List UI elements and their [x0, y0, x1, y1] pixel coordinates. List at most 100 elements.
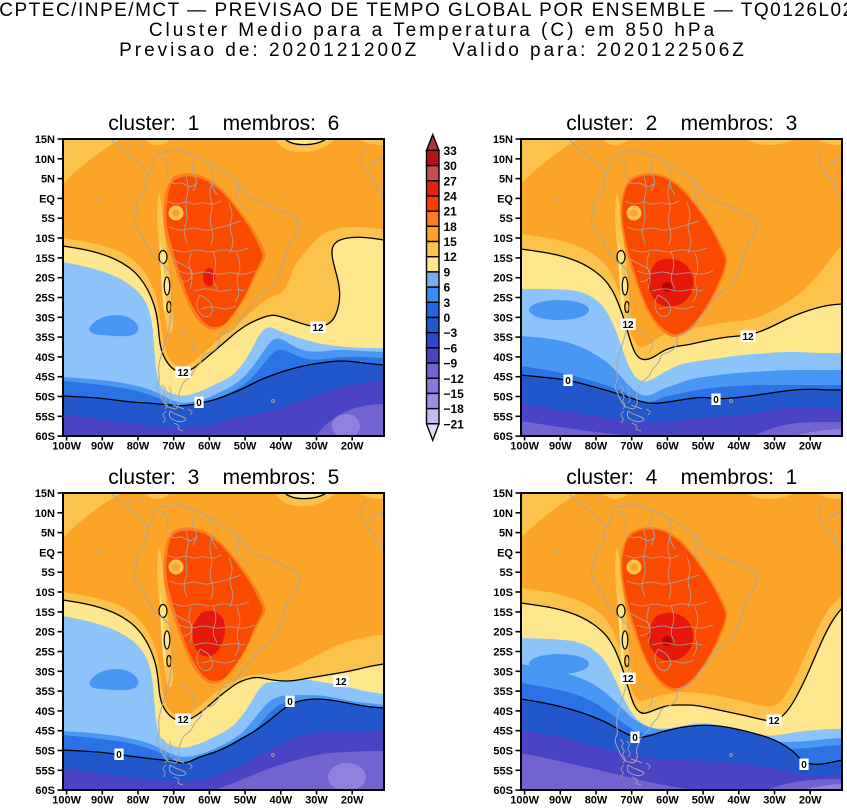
svg-text:80W: 80W	[127, 441, 150, 453]
svg-text:5N: 5N	[499, 528, 513, 540]
svg-text:80W: 80W	[585, 795, 608, 807]
svg-text:0: 0	[117, 750, 123, 761]
svg-text:10S: 10S	[494, 233, 514, 245]
svg-text:60S: 60S	[494, 431, 514, 443]
svg-text:25S: 25S	[494, 647, 514, 659]
svg-text:−6: −6	[444, 341, 458, 355]
svg-text:70W: 70W	[163, 795, 186, 807]
svg-text:50S: 50S	[494, 392, 514, 404]
svg-text:30S: 30S	[494, 666, 514, 678]
svg-text:0: 0	[197, 398, 203, 409]
svg-text:12: 12	[313, 323, 325, 334]
svg-text:EQ: EQ	[497, 194, 513, 206]
svg-text:20W: 20W	[341, 441, 364, 453]
svg-text:55S: 55S	[36, 765, 56, 777]
svg-text:20S: 20S	[36, 627, 56, 639]
svg-text:35S: 35S	[36, 332, 56, 344]
svg-text:10S: 10S	[36, 587, 56, 599]
svg-text:30S: 30S	[36, 666, 56, 678]
svg-text:35S: 35S	[36, 686, 56, 698]
svg-text:5N: 5N	[41, 528, 55, 540]
svg-text:60W: 60W	[656, 795, 679, 807]
svg-text:30S: 30S	[494, 312, 514, 324]
svg-text:55S: 55S	[36, 411, 56, 423]
svg-text:EQ: EQ	[39, 548, 55, 560]
svg-text:EQ: EQ	[39, 194, 55, 206]
svg-text:5S: 5S	[500, 567, 513, 579]
svg-text:45S: 45S	[494, 726, 514, 738]
svg-text:60W: 60W	[198, 441, 221, 453]
svg-text:21: 21	[444, 205, 458, 219]
svg-text:0: 0	[566, 376, 572, 387]
svg-text:25S: 25S	[36, 293, 56, 305]
svg-text:45S: 45S	[494, 372, 514, 384]
svg-text:15S: 15S	[494, 607, 514, 619]
svg-text:0: 0	[633, 733, 639, 744]
svg-text:55S: 55S	[494, 411, 514, 423]
svg-text:33: 33	[444, 144, 458, 158]
svg-text:20S: 20S	[494, 273, 514, 285]
svg-text:100W: 100W	[53, 795, 82, 807]
svg-text:3: 3	[444, 296, 451, 310]
svg-text:50S: 50S	[36, 746, 56, 758]
svg-text:20W: 20W	[799, 795, 822, 807]
svg-text:10N: 10N	[35, 154, 55, 166]
svg-text:30: 30	[444, 159, 458, 173]
svg-text:12: 12	[178, 368, 190, 379]
svg-text:60W: 60W	[198, 795, 221, 807]
svg-text:15S: 15S	[36, 607, 56, 619]
svg-text:0: 0	[444, 311, 451, 325]
svg-text:20W: 20W	[799, 441, 822, 453]
svg-text:30W: 30W	[763, 795, 786, 807]
svg-text:5S: 5S	[42, 567, 55, 579]
svg-text:−21: −21	[444, 417, 465, 431]
svg-text:15N: 15N	[35, 488, 55, 500]
svg-text:15S: 15S	[36, 253, 56, 265]
svg-text:−15: −15	[444, 387, 465, 401]
svg-text:27: 27	[444, 174, 458, 188]
svg-text:10S: 10S	[36, 233, 56, 245]
svg-text:50W: 50W	[234, 441, 257, 453]
svg-text:0: 0	[288, 697, 294, 708]
svg-text:60W: 60W	[656, 441, 679, 453]
svg-text:40S: 40S	[494, 706, 514, 718]
svg-text:90W: 90W	[91, 795, 114, 807]
svg-text:5N: 5N	[41, 174, 55, 186]
svg-text:12: 12	[623, 674, 635, 685]
svg-text:15N: 15N	[493, 134, 513, 146]
svg-text:15N: 15N	[493, 488, 513, 500]
svg-text:15S: 15S	[494, 253, 514, 265]
svg-text:25S: 25S	[494, 293, 514, 305]
svg-text:60S: 60S	[36, 785, 56, 797]
svg-text:50W: 50W	[692, 441, 715, 453]
svg-text:−9: −9	[444, 357, 458, 371]
svg-text:70W: 70W	[621, 795, 644, 807]
svg-text:45S: 45S	[36, 726, 56, 738]
svg-text:70W: 70W	[621, 441, 644, 453]
svg-text:20S: 20S	[36, 273, 56, 285]
svg-text:0: 0	[802, 760, 808, 771]
svg-text:12: 12	[444, 250, 458, 264]
svg-text:5S: 5S	[500, 213, 513, 225]
svg-text:20W: 20W	[341, 795, 364, 807]
svg-text:50S: 50S	[36, 392, 56, 404]
svg-text:90W: 90W	[549, 441, 572, 453]
svg-text:10N: 10N	[493, 508, 513, 520]
svg-text:12: 12	[336, 677, 348, 688]
svg-text:EQ: EQ	[497, 548, 513, 560]
svg-text:18: 18	[444, 220, 458, 234]
svg-text:24: 24	[444, 189, 458, 203]
svg-text:30W: 30W	[305, 441, 328, 453]
svg-text:50W: 50W	[692, 795, 715, 807]
svg-text:5S: 5S	[42, 213, 55, 225]
svg-text:25S: 25S	[36, 647, 56, 659]
svg-text:40S: 40S	[36, 706, 56, 718]
svg-text:50W: 50W	[234, 795, 257, 807]
svg-text:0: 0	[714, 395, 720, 406]
svg-text:80W: 80W	[585, 441, 608, 453]
svg-text:55S: 55S	[494, 765, 514, 777]
svg-text:30S: 30S	[36, 312, 56, 324]
svg-text:90W: 90W	[549, 795, 572, 807]
svg-text:6: 6	[444, 281, 451, 295]
svg-text:15: 15	[444, 235, 458, 249]
